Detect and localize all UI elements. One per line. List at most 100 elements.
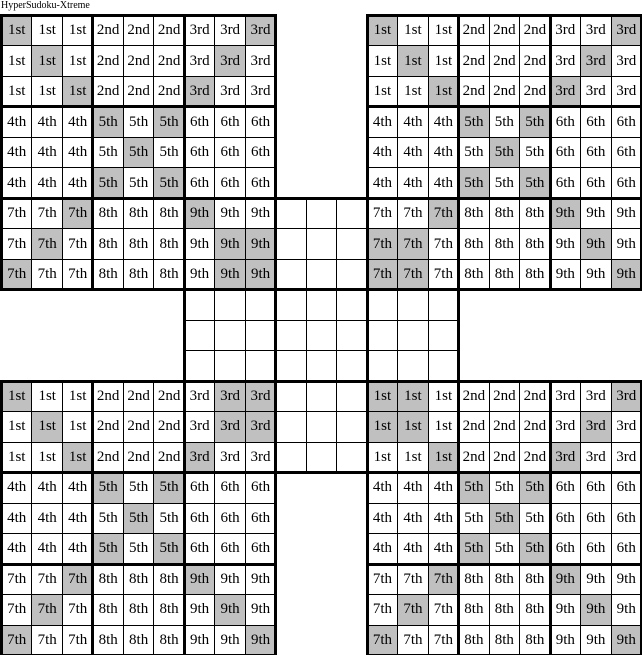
- bottom-left-cell: 1st: [31, 411, 63, 443]
- top-left-cell: 3rd: [214, 15, 246, 47]
- top-right-cell: 8th: [458, 258, 490, 291]
- bottom-right-cell: 1st: [427, 411, 460, 443]
- box-border-line: [457, 14, 461, 292]
- top-right-cell: 1st: [366, 75, 399, 108]
- bottom-left-cell: 5th: [153, 472, 185, 504]
- bottom-left-cell: 7th: [61, 594, 94, 626]
- top-right-cell: 5th: [458, 106, 490, 138]
- top-left-cell: 8th: [153, 197, 185, 230]
- bottom-left-cell: 7th: [31, 563, 63, 596]
- center-grid-empty-cell: [366, 319, 399, 352]
- top-left-cell: 6th: [244, 106, 277, 138]
- top-right-cell: 5th: [458, 167, 490, 199]
- box-border-line: [640, 14, 642, 292]
- bottom-left-cell: 6th: [244, 472, 277, 504]
- box-border-line: [91, 379, 95, 655]
- bottom-left-cell: 1st: [1, 380, 33, 413]
- top-left-cell: 2nd: [153, 75, 185, 108]
- top-left-cell: 1st: [31, 15, 63, 47]
- top-right-cell: 6th: [610, 106, 642, 138]
- top-right-cell: 7th: [397, 197, 429, 230]
- bottom-right-cell: 7th: [427, 594, 460, 626]
- bottom-right-cell: 1st: [397, 380, 429, 413]
- bottom-right-cell: 5th: [488, 472, 521, 504]
- top-right-cell: 9th: [580, 258, 612, 291]
- bottom-right-cell: 9th: [580, 624, 612, 655]
- top-left-cell: 5th: [153, 167, 185, 199]
- bottom-right-cell: 3rd: [549, 441, 582, 474]
- center-grid-empty-cell: [183, 289, 216, 321]
- bottom-right-cell: 2nd: [488, 441, 521, 474]
- bottom-right-cell: 3rd: [580, 380, 612, 413]
- top-right-cell: 3rd: [580, 15, 612, 47]
- top-right-cell: 1st: [397, 75, 429, 108]
- box-border-line: [365, 196, 369, 475]
- box-border-line: [0, 562, 278, 566]
- top-right-cell: 2nd: [488, 15, 521, 47]
- bottom-right-cell: 8th: [519, 624, 551, 655]
- top-left-cell: 4th: [31, 106, 63, 138]
- top-right-cell: 3rd: [610, 15, 642, 47]
- center-grid-empty-cell: [336, 441, 368, 474]
- top-right-cell: 2nd: [519, 15, 551, 47]
- top-left-cell: 9th: [183, 228, 216, 260]
- bottom-right-cell: 8th: [488, 594, 521, 626]
- bottom-left-cell: 2nd: [92, 411, 124, 443]
- center-grid-empty-cell: [336, 380, 368, 413]
- top-left-cell: 2nd: [92, 45, 124, 77]
- center-grid-empty-cell: [275, 258, 307, 291]
- top-left-cell: 3rd: [183, 75, 216, 108]
- bottom-right-cell: 9th: [610, 563, 642, 596]
- bottom-right-cell: 3rd: [580, 411, 612, 443]
- top-left-cell: 1st: [61, 15, 94, 47]
- bottom-right-cell: 9th: [580, 594, 612, 626]
- diagram-title: HyperSudoku-Xtreme: [1, 0, 90, 11]
- top-left-cell: 8th: [92, 197, 124, 230]
- bottom-left-cell: 8th: [122, 563, 155, 596]
- bottom-right-cell: 8th: [458, 624, 490, 655]
- center-grid-empty-cell: [427, 319, 460, 352]
- top-left-cell: 5th: [122, 136, 155, 169]
- top-right-cell: 7th: [397, 258, 429, 291]
- bottom-right-cell: 2nd: [458, 380, 490, 413]
- center-grid-empty-cell: [336, 289, 368, 321]
- top-right-cell: 1st: [366, 45, 399, 77]
- bottom-right-cell: 1st: [397, 411, 429, 443]
- top-right-cell: 7th: [427, 197, 460, 230]
- top-right-cell: 3rd: [549, 45, 582, 77]
- top-right-cell: 1st: [427, 15, 460, 47]
- top-right-cell: 6th: [580, 167, 612, 199]
- bottom-right-cell: 3rd: [580, 441, 612, 474]
- box-border-line: [365, 379, 642, 383]
- top-left-cell: 3rd: [214, 45, 246, 77]
- top-left-cell: 2nd: [92, 15, 124, 47]
- bottom-left-cell: 3rd: [183, 441, 216, 474]
- bottom-right-cell: 7th: [366, 563, 399, 596]
- top-left-cell: 6th: [214, 106, 246, 138]
- bottom-left-cell: 2nd: [122, 411, 155, 443]
- top-left-cell: 3rd: [244, 45, 277, 77]
- box-border-line: [0, 471, 278, 475]
- top-left-cell: 3rd: [214, 75, 246, 108]
- box-border-line: [182, 379, 461, 383]
- bottom-right-cell: 4th: [366, 502, 399, 535]
- top-right-cell: 8th: [458, 197, 490, 230]
- top-right-cell: 3rd: [580, 45, 612, 77]
- bottom-left-cell: 2nd: [153, 411, 185, 443]
- bottom-left-cell: 1st: [31, 441, 63, 474]
- top-right-cell: 4th: [397, 106, 429, 138]
- bottom-left-cell: 8th: [153, 624, 185, 655]
- center-grid-empty-cell: [275, 350, 307, 382]
- top-left-cell: 9th: [214, 228, 246, 260]
- top-left-cell: 6th: [214, 136, 246, 169]
- top-left-cell: 9th: [244, 228, 277, 260]
- bottom-right-cell: 5th: [458, 533, 490, 565]
- box-border-line: [457, 196, 461, 475]
- center-grid-empty-cell: [214, 289, 246, 321]
- bottom-right-cell: 3rd: [610, 380, 642, 413]
- top-right-cell: 6th: [580, 136, 612, 169]
- bottom-right-cell: 6th: [610, 533, 642, 565]
- bottom-left-cell: 4th: [1, 533, 33, 565]
- box-border-line: [182, 379, 186, 655]
- box-border-line: [640, 379, 642, 655]
